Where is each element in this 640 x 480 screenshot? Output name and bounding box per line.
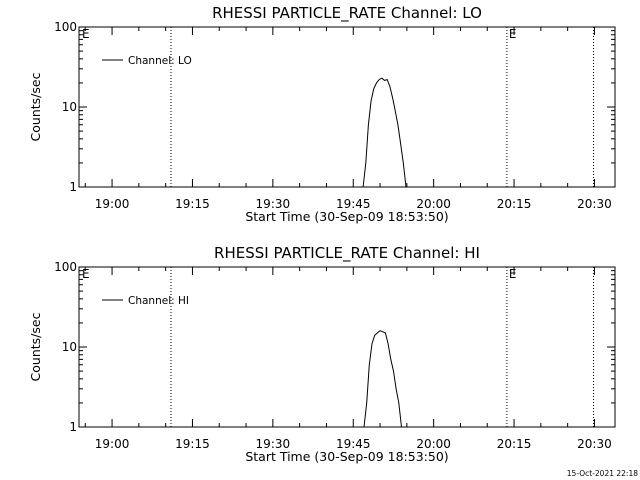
x-tick-label: 19:15 (175, 437, 210, 451)
x-tick-label: 19:30 (256, 197, 291, 211)
footer-timestamp: 15-Oct-2021 22:18 (567, 469, 638, 478)
corner-label: E (82, 267, 90, 281)
annotation-label: E (509, 267, 517, 281)
chart-title: RHESSI PARTICLE_RATE Channel: HI (214, 244, 480, 263)
plot-frame (78, 26, 616, 188)
chart-panel: RHESSI PARTICLE_RATE Channel: LO 1 10 100 19… (28, 4, 616, 224)
x-tick-label: 20:00 (416, 197, 451, 211)
x-tick-label: 20:30 (577, 437, 612, 451)
chart-panel: RHESSI PARTICLE_RATE Channel: HI 1 10 100 19… (28, 244, 616, 464)
x-tick-label: 19:15 (175, 197, 210, 211)
corner-label: E (82, 27, 90, 41)
y-tick-label: 100 (54, 20, 77, 34)
x-tick-label: 19:45 (336, 197, 371, 211)
x-tick-label: 19:00 (95, 197, 130, 211)
x-tick-label: 20:15 (497, 197, 532, 211)
x-tick-label: 20:00 (416, 437, 451, 451)
plot-frame (78, 266, 616, 428)
y-tick-label: 1 (69, 180, 77, 194)
series-line (363, 330, 402, 428)
x-tick-label: 19:00 (95, 437, 130, 451)
annotation-label: E (509, 27, 517, 41)
y-axis-label: Counts/sec (28, 312, 43, 381)
legend-label: Channel: HI (128, 295, 189, 307)
legend-label: Channel: LO (128, 55, 192, 67)
series-line (362, 77, 407, 188)
y-axis-label: Counts/sec (28, 72, 43, 141)
x-tick-label: 20:30 (577, 197, 612, 211)
y-tick-label: 10 (62, 100, 77, 114)
x-tick-label: 19:30 (256, 437, 291, 451)
y-tick-label: 100 (54, 260, 77, 274)
x-tick-label: 20:15 (497, 437, 532, 451)
x-tick-label: 19:45 (336, 437, 371, 451)
y-tick-label: 1 (69, 420, 77, 434)
x-axis-label: Start Time (30-Sep-09 18:53:50) (245, 449, 448, 464)
y-tick-label: 10 (62, 340, 77, 354)
chart-title: RHESSI PARTICLE_RATE Channel: LO (212, 4, 482, 23)
x-axis-label: Start Time (30-Sep-09 18:53:50) (245, 209, 448, 224)
